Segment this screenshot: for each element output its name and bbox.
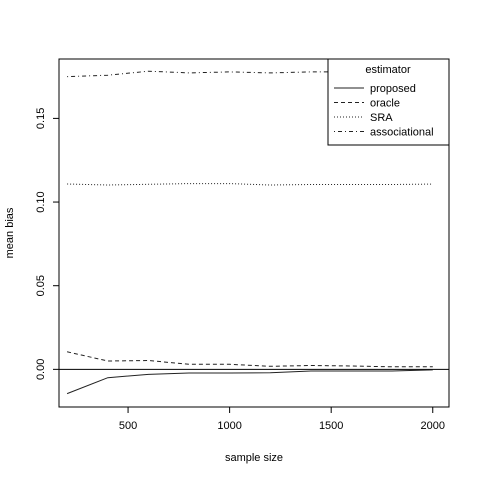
y-axis: 0.00 0.05 0.10 0.15 [35,108,59,380]
y-tick-label: 0.10 [35,191,47,212]
x-tick-label: 2000 [421,420,445,432]
legend-items: proposed oracle SRA associational [334,83,434,139]
legend: estimator proposed oracle SRA associational [327,58,450,146]
legend-label-oracle: oracle [370,98,400,110]
series-line-proposed [66,369,433,395]
legend-title: estimator [365,64,411,76]
legend-label-sra: SRA [370,112,393,124]
plot-frame [58,58,450,408]
x-axis: 500 1000 1500 2000 [119,407,445,432]
x-axis-label: sample size [225,452,283,464]
series-line-oracle [66,351,433,368]
x-tick-label: 1500 [319,420,343,432]
y-axis-label: mean bias [4,207,16,258]
y-tick-label: 0.00 [35,359,47,380]
y-tick-label: 0.05 [35,275,47,296]
legend-label-proposed: proposed [370,83,416,95]
legend-label-associational: associational [370,127,434,139]
x-tick-label: 1000 [217,420,241,432]
x-tick-label: 500 [119,420,137,432]
y-tick-label: 0.15 [35,108,47,129]
